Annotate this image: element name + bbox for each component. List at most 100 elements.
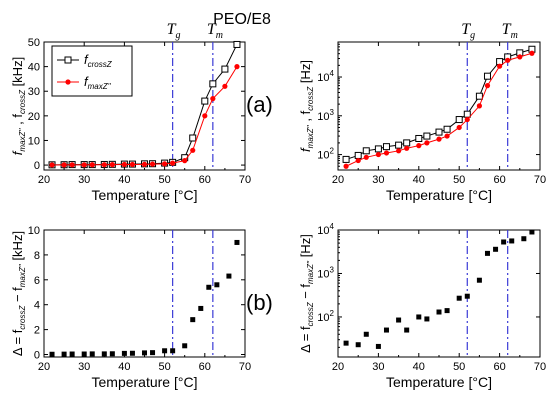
y-tick-label: 8 (34, 250, 40, 262)
data-point (517, 54, 523, 60)
y-tick-label: 102 (317, 309, 334, 324)
y-axis-title: fmaxZ'' , fcrossZ [kHz] (10, 57, 27, 155)
transition-subscript: m (511, 30, 518, 41)
data-point (342, 155, 350, 163)
data-point (483, 72, 491, 80)
data-point (149, 161, 156, 167)
y-tick-label: 0 (34, 350, 40, 362)
x-tick-label: 40 (413, 174, 425, 186)
legend-marker (64, 56, 72, 64)
x-tick-label: 30 (372, 361, 384, 373)
data-point (456, 124, 462, 131)
data-point (416, 143, 422, 149)
data-point (129, 350, 135, 356)
data-point (383, 150, 390, 156)
x-axis-title: Temperature [°C] (92, 374, 198, 390)
panel-label-b: (b) (246, 290, 273, 315)
y-tick-exponent: 3 (330, 108, 335, 117)
data-point (190, 147, 196, 153)
ylab-sub: crossZ (18, 89, 27, 114)
figure-title: PEO/E8 (213, 11, 271, 28)
series-line (345, 48, 533, 160)
data-point (170, 348, 176, 354)
ylab-sub: crossZ (18, 305, 27, 330)
x-tick-label: 40 (413, 361, 425, 373)
data-point (382, 143, 390, 151)
x-tick-label: 50 (158, 174, 170, 186)
x-tick-label: 40 (118, 361, 130, 373)
data-point (363, 154, 369, 160)
data-point (210, 96, 216, 102)
y-tick-label: 10 (28, 225, 40, 237)
data-point (109, 351, 115, 357)
ylab-sub: crossZ (306, 301, 315, 326)
panel-label-a: (a) (246, 92, 273, 117)
y-tick-label: 104 (317, 69, 334, 84)
data-point (424, 140, 430, 146)
data-point (109, 162, 115, 168)
data-point (170, 160, 176, 166)
legend-box (51, 45, 133, 97)
x-tick-label: 70 (534, 361, 546, 373)
plot-frame (337, 229, 541, 358)
tg-label: Tg (167, 21, 181, 41)
x-tick-label: 30 (78, 361, 90, 373)
data-point (101, 162, 107, 168)
data-point (343, 163, 349, 169)
y-tick-label: 10 (28, 135, 40, 147)
data-point (456, 295, 462, 301)
data-point (222, 83, 228, 89)
y-tick-label: 102 (317, 147, 334, 162)
x-tick-label: 60 (199, 174, 211, 186)
y-tick-label: 30 (28, 86, 40, 98)
data-point (81, 162, 87, 168)
ylab-sub: maxZ'' (306, 260, 315, 284)
data-point (444, 133, 450, 139)
data-point (363, 331, 369, 337)
data-point (162, 348, 168, 354)
x-tick-label: 50 (453, 361, 465, 373)
transition-subscript: g (176, 30, 181, 41)
ylab-comma: , f (10, 114, 25, 129)
data-point (343, 340, 349, 346)
y-tick-label: 20 (28, 111, 40, 123)
chart-panel-bottom-left: 20 30 40 50 60 70 0 2 4 6 8 10 Temperature [°C] Δ = f… (10, 225, 251, 390)
data-point (206, 284, 212, 290)
data-point (201, 97, 209, 105)
data-point (101, 351, 107, 357)
x-tick-label: 50 (158, 361, 170, 373)
data-point (233, 40, 241, 48)
y-tick-exponent: 4 (330, 222, 335, 231)
y-tick-label: 40 (28, 62, 40, 74)
data-point (484, 83, 491, 89)
data-point (221, 65, 229, 73)
data-point (505, 57, 511, 63)
y-tick-label: 50 (28, 37, 40, 49)
ylab-minus: − f (298, 284, 313, 303)
data-point (49, 351, 55, 357)
legend-marker (65, 79, 71, 85)
data-point (121, 350, 127, 356)
data-point (69, 351, 75, 357)
x-tick-label: 70 (534, 174, 546, 186)
data-point (404, 145, 410, 151)
data-point (484, 250, 490, 256)
data-point (209, 80, 217, 88)
data-point (89, 351, 95, 357)
data-point (443, 125, 451, 133)
x-axis-title: Temperature [°C] (386, 374, 492, 390)
data-point (416, 314, 422, 320)
data-point (49, 162, 55, 168)
x-tick-label: 30 (78, 174, 90, 186)
data-point (475, 92, 483, 100)
data-point (354, 151, 362, 159)
plot-frame (43, 229, 246, 358)
ylab-sub: maxZ'' (306, 125, 315, 149)
x-tick-label: 20 (38, 174, 50, 186)
ylab-sub: maxZ'' (18, 128, 27, 152)
data-point (150, 350, 156, 356)
y-tick-label: 6 (34, 275, 40, 287)
